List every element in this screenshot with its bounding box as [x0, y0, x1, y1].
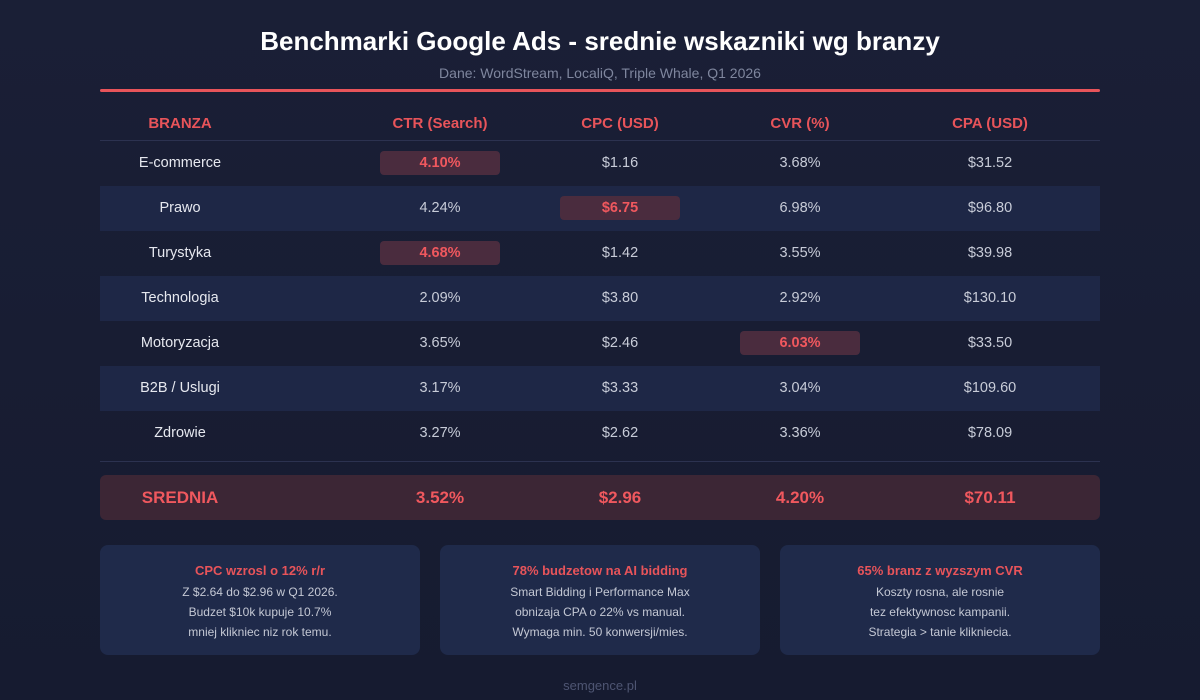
- cpa-value: $39.98: [967, 245, 1013, 261]
- table-row: Turystyka 4.68% $1.42 3.55% $39.98: [100, 231, 1100, 276]
- average-ctr: 3.52%: [415, 488, 465, 507]
- table-row: B2B / Uslugi 3.17% $3.33 3.04% $109.60: [100, 366, 1100, 411]
- average-row: SREDNIA 3.52% $2.96 4.20% $70.11: [100, 475, 1100, 520]
- table-row: Zdrowie 3.27% $2.62 3.36% $78.09: [100, 411, 1100, 456]
- header-cpa: CPA (USD): [952, 115, 1028, 132]
- card-text: Z $2.64 do $2.96 w Q1 2026.: [182, 585, 338, 599]
- card-text: Strategia > tanie klikniecia.: [868, 625, 1012, 639]
- title-divider: [100, 89, 1100, 92]
- card-text: Wymaga min. 50 konwersji/mies.: [512, 625, 688, 639]
- header-cpc: CPC (USD): [581, 115, 659, 132]
- header-cvr: CVR (%): [770, 115, 830, 132]
- cvr-value: 2.92%: [779, 290, 821, 306]
- card-title: 78% budzetow na AI bidding: [512, 563, 688, 578]
- average-cpc: $2.96: [598, 488, 642, 507]
- cpc-value: $1.16: [601, 155, 639, 171]
- header-ctr: CTR (Search): [392, 115, 488, 132]
- cvr-value: 3.36%: [779, 425, 821, 441]
- industry-name: Prawo: [159, 200, 201, 216]
- industry-name: B2B / Uslugi: [140, 380, 220, 396]
- cpc-value: $2.62: [601, 425, 639, 441]
- card-text: Smart Bidding i Performance Max: [510, 585, 690, 599]
- cvr-value-highlight: 6.03%: [740, 331, 860, 355]
- cpc-value: $3.80: [601, 290, 639, 306]
- ctr-value: 4.24%: [419, 200, 461, 216]
- cpc-value: $2.46: [601, 335, 639, 351]
- cpc-value: $3.33: [601, 380, 639, 396]
- table-row: Prawo 4.24% $6.75 6.98% $96.80: [100, 186, 1100, 231]
- insight-card-ai-bidding: 78% budzetow na AI bidding Smart Bidding…: [440, 545, 760, 655]
- ctr-value: 2.09%: [419, 290, 461, 306]
- page-subtitle: Dane: WordStream, LocaliQ, Triple Whale,…: [439, 65, 761, 81]
- card-title: CPC wzrosl o 12% r/r: [194, 563, 326, 578]
- table-divider: [100, 461, 1100, 462]
- table-row: Motoryzacja 3.65% $2.46 6.03% $33.50: [100, 321, 1100, 366]
- ctr-value: 3.17%: [419, 380, 461, 396]
- cvr-value: 3.68%: [779, 155, 821, 171]
- industry-name: Zdrowie: [154, 425, 206, 441]
- industry-name: E-commerce: [138, 155, 222, 171]
- cpc-value-highlight: $6.75: [560, 196, 680, 220]
- average-cpa: $70.11: [964, 488, 1016, 507]
- industry-name: Motoryzacja: [140, 335, 220, 351]
- table-row: E-commerce 4.10% $1.16 3.68% $31.52: [100, 141, 1100, 186]
- card-text: mniej klikniec niz rok temu.: [188, 625, 332, 639]
- insight-card-cvr: 65% branz z wyzszym CVR Koszty rosna, al…: [780, 545, 1100, 655]
- average-label: SREDNIA: [141, 488, 219, 507]
- header-branza: BRANZA: [148, 115, 212, 132]
- cpa-value: $109.60: [963, 380, 1017, 396]
- page-title: Benchmarki Google Ads - srednie wskaznik…: [260, 26, 940, 56]
- ctr-value-highlight: 4.10%: [380, 151, 500, 175]
- insight-cards: CPC wzrosl o 12% r/r Z $2.64 do $2.96 w …: [100, 545, 1100, 655]
- cpa-value: $78.09: [967, 425, 1013, 441]
- ctr-value: 3.27%: [419, 425, 461, 441]
- cpa-value: $33.50: [967, 335, 1013, 351]
- cvr-value: 3.55%: [779, 245, 821, 261]
- industry-name: Technologia: [141, 290, 219, 306]
- insight-card-cpc: CPC wzrosl o 12% r/r Z $2.64 do $2.96 w …: [100, 545, 420, 655]
- industry-name: Turystyka: [148, 245, 212, 261]
- card-title: 65% branz z wyzszym CVR: [857, 563, 1023, 578]
- table-header: BRANZA CTR (Search) CPC (USD) CVR (%) CP…: [100, 108, 1100, 141]
- benchmark-table: BRANZA CTR (Search) CPC (USD) CVR (%) CP…: [100, 108, 1100, 462]
- cvr-value: 3.04%: [779, 380, 821, 396]
- cpa-value: $130.10: [963, 290, 1017, 306]
- table-row: Technologia 2.09% $3.80 2.92% $130.10: [100, 276, 1100, 321]
- cpa-value: $96.80: [967, 200, 1013, 216]
- average-cvr: 4.20%: [775, 488, 825, 507]
- ctr-value: 3.65%: [419, 335, 461, 351]
- cpa-value: $31.52: [967, 155, 1013, 171]
- footer-source: semgence.pl: [563, 678, 637, 693]
- card-text: Koszty rosna, ale rosnie: [875, 585, 1005, 599]
- card-text: obnizaja CPA o 22% vs manual.: [515, 605, 685, 619]
- cpc-value: $1.42: [601, 245, 639, 261]
- card-text: Budzet $10k kupuje 10.7%: [188, 605, 332, 619]
- ctr-value-highlight: 4.68%: [380, 241, 500, 265]
- card-text: tez efektywnosc kampanii.: [869, 605, 1011, 619]
- cvr-value: 6.98%: [779, 200, 821, 216]
